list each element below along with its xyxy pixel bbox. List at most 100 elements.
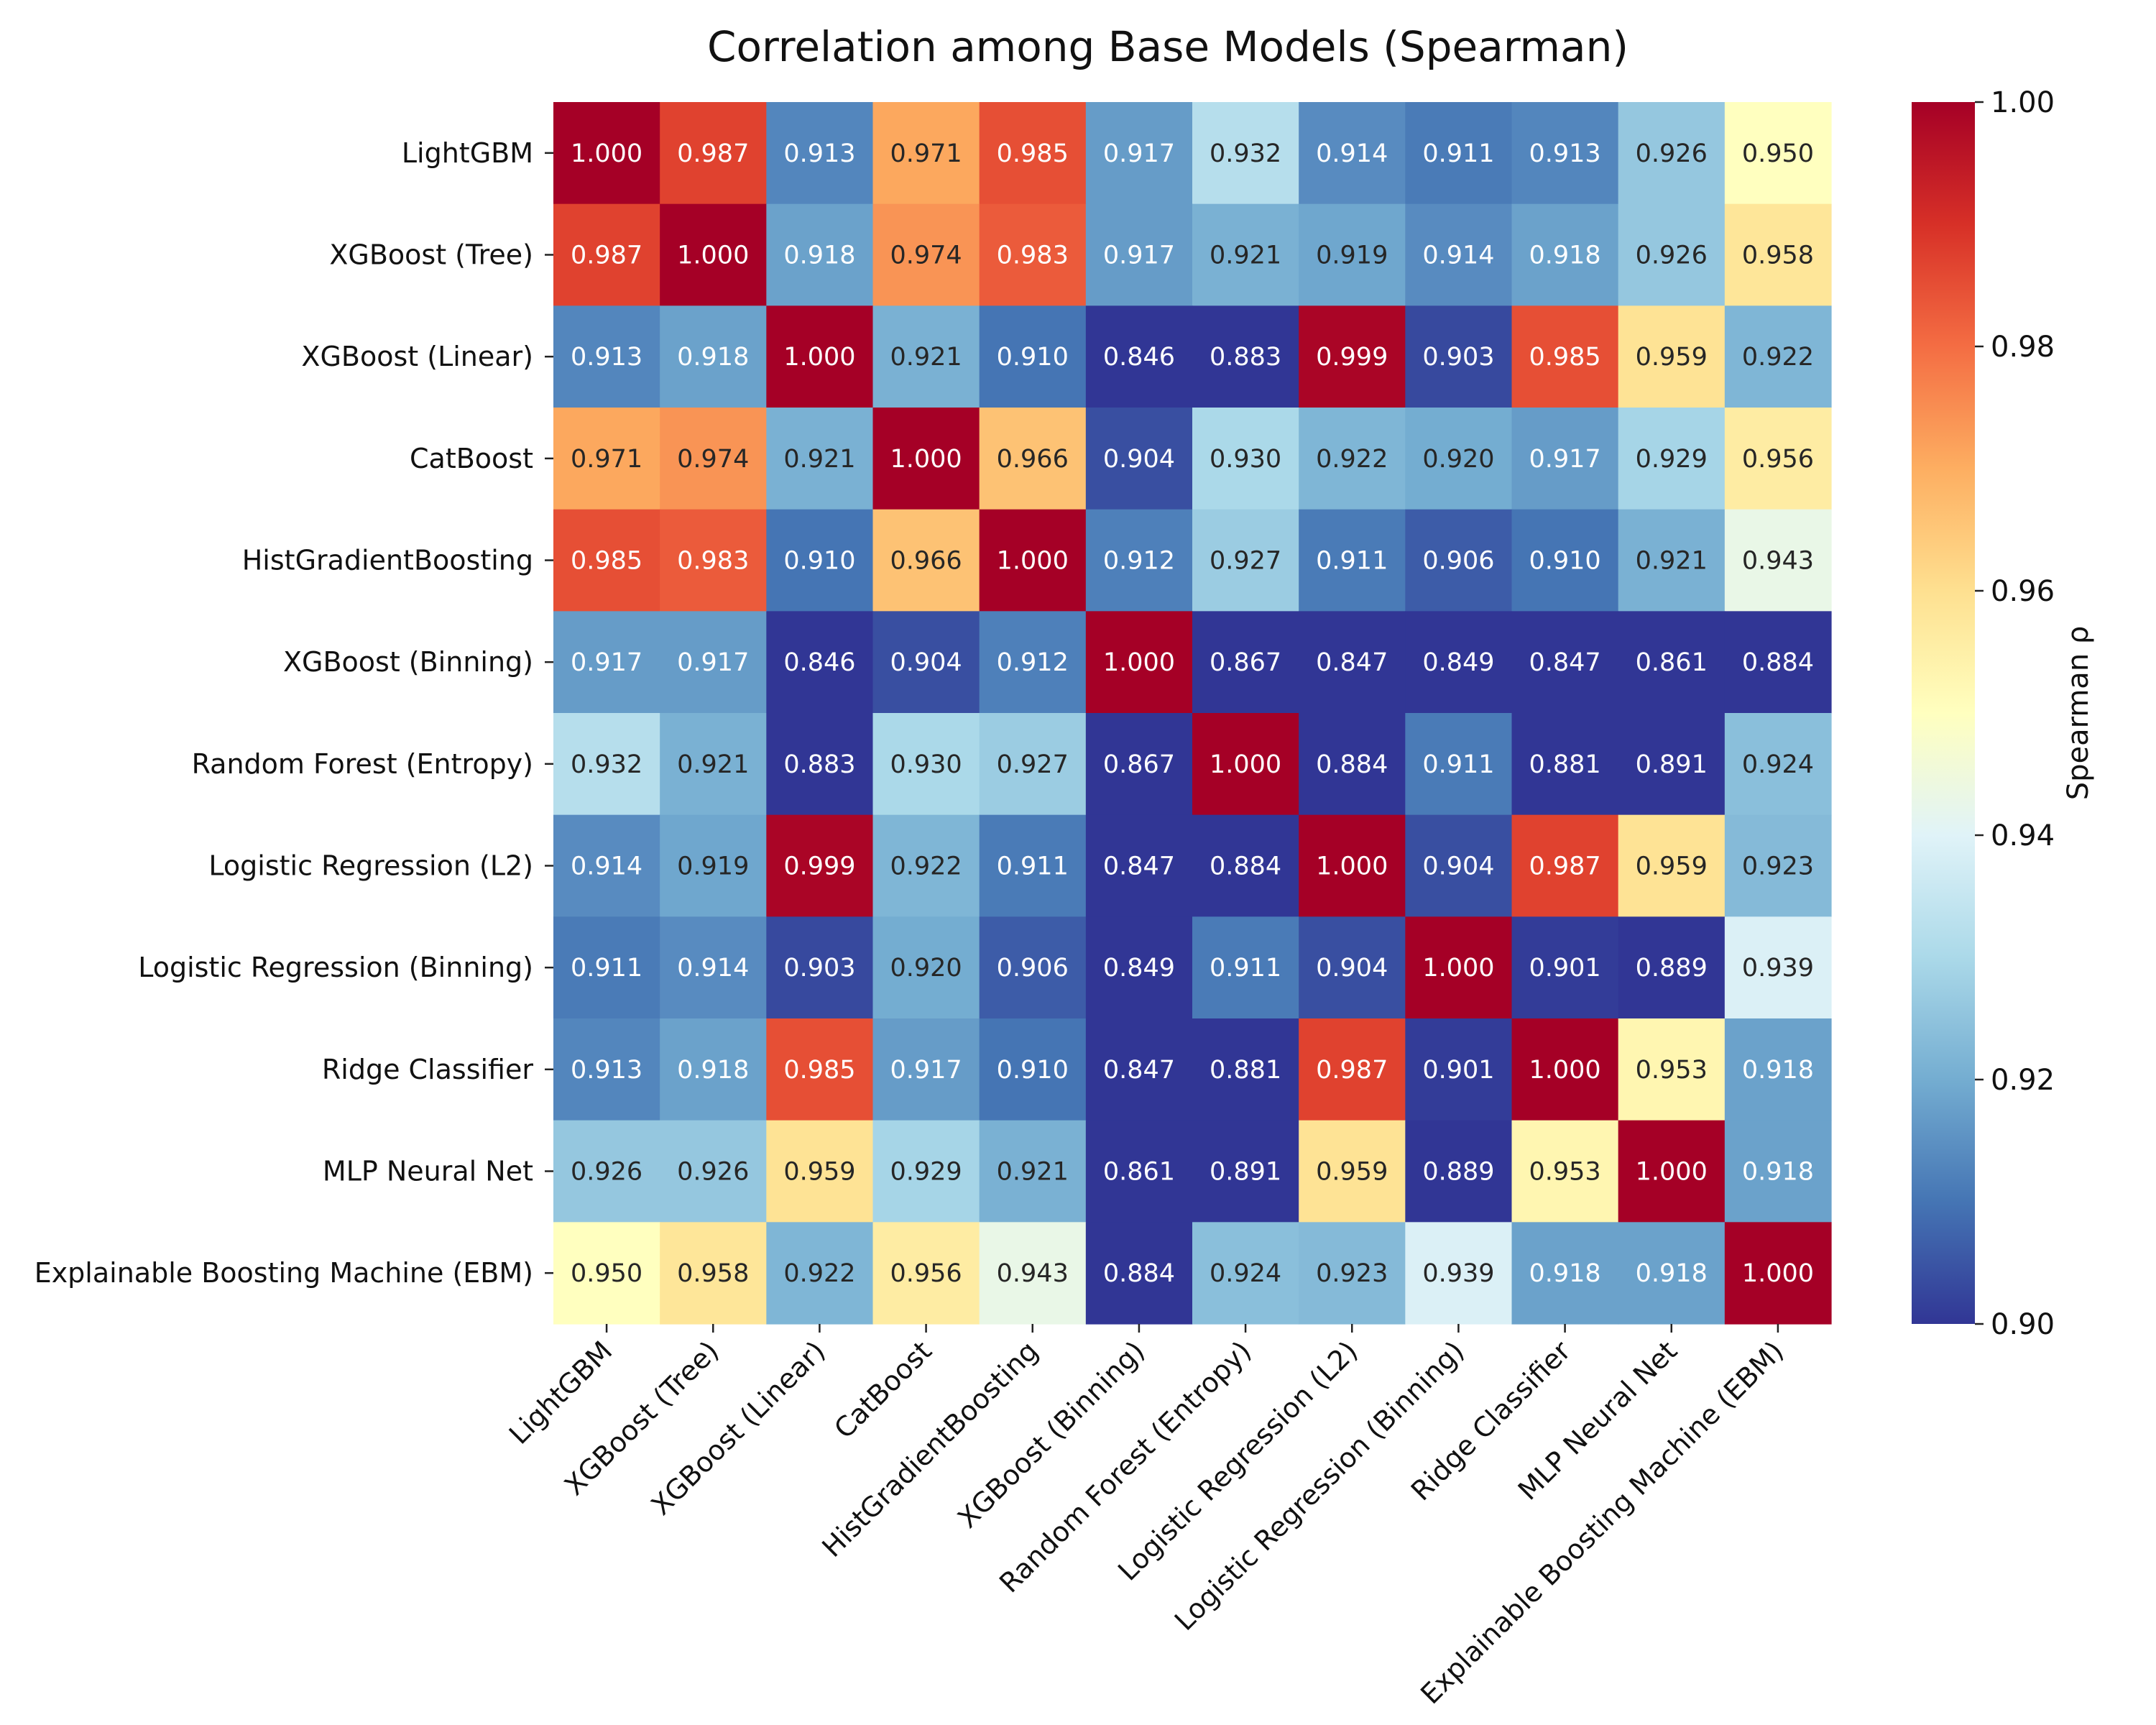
cell-value-label: 1.000 [997, 547, 1069, 576]
cell-value-label: 0.913 [783, 139, 855, 168]
cell-value-label: 0.914 [1316, 139, 1388, 168]
cell-value-label: 0.927 [997, 750, 1069, 779]
cell-value-label: 0.847 [1103, 1056, 1175, 1085]
heatmap-cell [553, 305, 660, 408]
heatmap-cell [660, 102, 767, 205]
colorbar-tick-label: 0.90 [1991, 1308, 2055, 1341]
cell-value-label: 0.922 [783, 1259, 855, 1288]
cell-value-label: 0.861 [1636, 648, 1708, 677]
heatmap-cell [1192, 1018, 1299, 1121]
cell-value-label: 0.911 [997, 852, 1069, 881]
cell-value-label: 0.889 [1422, 1158, 1494, 1187]
heatmap-cell [553, 509, 660, 612]
cell-value-label: 0.919 [1316, 242, 1388, 270]
cell-value-label: 0.929 [1636, 445, 1708, 474]
cell-value-label: 0.922 [890, 852, 962, 881]
cell-value-label: 0.921 [997, 1158, 1069, 1187]
y-tick-label: MLP Neural Net [323, 1156, 533, 1187]
heatmap-cell [1405, 1018, 1513, 1121]
heatmap-cells: 1.000 0.987 0.913 0.971 0.985 0.917 0.932 0.914… [553, 102, 1832, 1325]
heatmap-cell [1724, 916, 1832, 1019]
cell-value-label: 0.910 [997, 343, 1069, 372]
heatmap-cell [1085, 102, 1193, 205]
cell-value-label: 0.911 [571, 954, 642, 983]
heatmap-cell [766, 203, 874, 306]
heatmap-cell [1405, 1222, 1513, 1325]
cell-value-label: 0.918 [1742, 1056, 1814, 1085]
heatmap-cell [872, 1018, 980, 1121]
cell-value-label: 0.959 [1316, 1158, 1388, 1187]
heatmap-cell [979, 611, 1087, 714]
heatmap-cell [1618, 611, 1726, 714]
heatmap-cell [872, 102, 980, 205]
cell-value-label: 0.923 [1316, 1259, 1388, 1288]
heatmap-cell [1724, 1222, 1832, 1325]
heatmap-cell [553, 1120, 660, 1223]
heatmap-cell [553, 1222, 660, 1325]
cell-value-label: 0.927 [1210, 547, 1281, 576]
cell-value-label: 0.921 [677, 750, 749, 779]
cell-value-label: 0.974 [677, 445, 749, 474]
heatmap-cell [553, 916, 660, 1019]
heatmap-cell [1192, 408, 1299, 510]
cell-value-label: 0.881 [1210, 1056, 1281, 1085]
cell-value-label: 0.966 [890, 547, 962, 576]
heatmap-cell [1511, 713, 1619, 816]
cell-value-label: 0.943 [1742, 547, 1814, 576]
cell-value-label: 0.912 [1103, 547, 1175, 576]
heatmap-cell [1192, 305, 1299, 408]
cell-value-label: 0.985 [1529, 343, 1600, 372]
heatmap-cell [1085, 408, 1193, 510]
heatmap-cell [1511, 1222, 1619, 1325]
cell-value-label: 1.000 [571, 139, 642, 168]
colorbar-tick-label: 0.96 [1991, 575, 2055, 608]
heatmap-cell [1618, 305, 1726, 408]
cell-value-label: 0.917 [890, 1056, 962, 1085]
cell-value-label: 0.917 [1103, 139, 1175, 168]
cell-value-label: 0.914 [1422, 242, 1494, 270]
heatmap-cell [1192, 611, 1299, 714]
cell-value-label: 0.884 [1103, 1259, 1175, 1288]
heatmap-cell [1618, 1120, 1726, 1223]
heatmap-cell [1192, 814, 1299, 917]
colorbar-tick-label: 0.94 [1991, 819, 2055, 852]
cell-value-label: 0.867 [1103, 750, 1175, 779]
heatmap-cell [1085, 1120, 1193, 1223]
cell-value-label: 0.987 [1316, 1056, 1388, 1085]
heatmap-cell [553, 713, 660, 816]
cell-value-label: 0.956 [1742, 445, 1814, 474]
cell-value-label: 0.903 [783, 954, 855, 983]
heatmap-cell [1192, 1222, 1299, 1325]
heatmap-cell [1192, 713, 1299, 816]
cell-value-label: 1.000 [1636, 1158, 1708, 1187]
cell-value-label: 0.943 [997, 1259, 1069, 1288]
cell-value-label: 0.904 [1103, 445, 1175, 474]
heatmap-cell [660, 509, 767, 612]
cell-value-label: 0.918 [1636, 1259, 1708, 1288]
cell-value-label: 0.849 [1422, 648, 1494, 677]
cell-value-label: 0.974 [890, 242, 962, 270]
heatmap-cell [979, 102, 1087, 205]
heatmap-cell [1511, 408, 1619, 510]
y-tick-label: Logistic Regression (Binning) [138, 952, 533, 983]
heatmap-cell [1618, 1018, 1726, 1121]
cell-value-label: 0.911 [1422, 750, 1494, 779]
cell-value-label: 0.939 [1422, 1259, 1494, 1288]
cell-value-label: 0.932 [571, 750, 642, 779]
cell-value-label: 0.906 [1422, 547, 1494, 576]
heatmap-cell [1192, 203, 1299, 306]
heatmap-cell [553, 611, 660, 714]
heatmap-cell [1085, 814, 1193, 917]
heatmap-cell [1405, 1120, 1513, 1223]
heatmap-cell [1405, 814, 1513, 917]
heatmap-cell [1405, 713, 1513, 816]
y-tick-labels: LightGBM XGBoost (Tree) XGBoost (Linear) Ca… [34, 137, 553, 1289]
cell-value-label: 0.849 [1103, 954, 1175, 983]
cell-value-label: 0.891 [1210, 1158, 1281, 1187]
heatmap-cell [766, 814, 874, 917]
heatmap-cell [872, 203, 980, 306]
heatmap-cell [1405, 408, 1513, 510]
cell-value-label: 0.999 [1316, 343, 1388, 372]
heatmap-cell [979, 1222, 1087, 1325]
cell-value-label: 0.904 [1422, 852, 1494, 881]
